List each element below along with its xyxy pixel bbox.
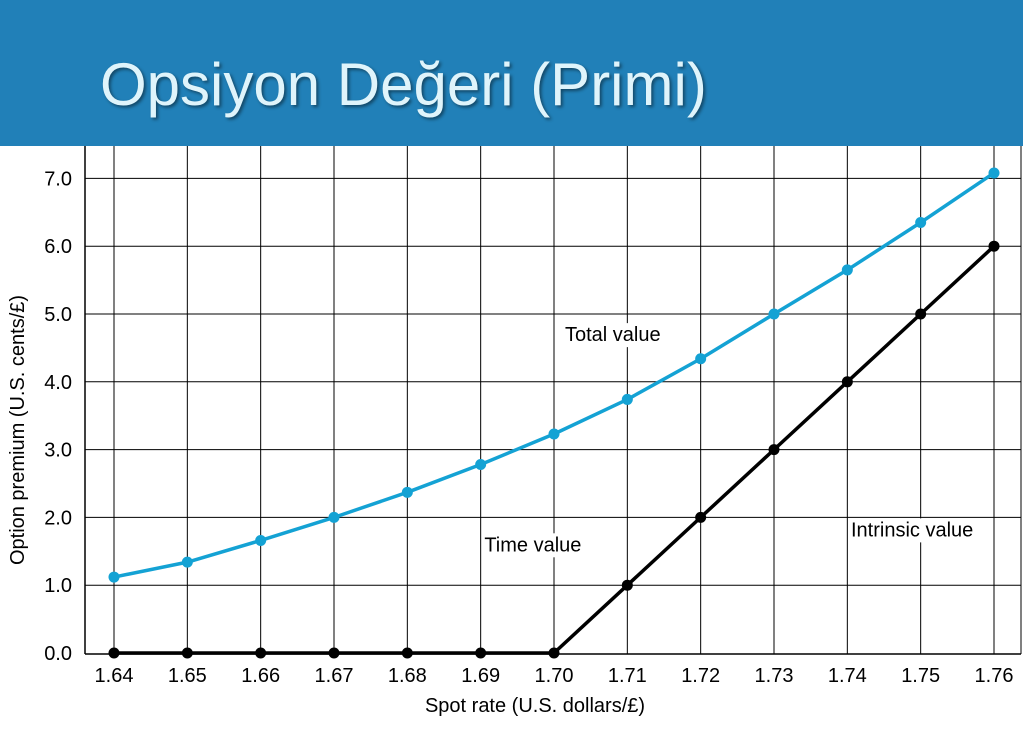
series-1-point xyxy=(548,647,560,659)
x-tick-label: 1.65 xyxy=(168,665,207,687)
annotation: Time value xyxy=(482,533,584,558)
annotation-label: Total value xyxy=(565,324,661,346)
series-0-point xyxy=(401,486,413,498)
y-tick-label: 3.0 xyxy=(44,440,72,462)
series-1-point xyxy=(401,647,413,659)
series-0-point xyxy=(548,428,560,440)
x-tick-label: 1.71 xyxy=(608,665,647,687)
series-0-point xyxy=(255,534,267,546)
y-tick-label: 5.0 xyxy=(44,304,72,326)
y-tick-label: 2.0 xyxy=(44,507,72,529)
y-tick-label: 4.0 xyxy=(44,372,72,394)
grid xyxy=(85,146,1021,654)
series-0-point xyxy=(181,556,193,568)
y-tick-label: 0.0 xyxy=(44,643,72,665)
series-1-point xyxy=(695,511,707,523)
series-0-point xyxy=(695,353,707,365)
annotation-label: Intrinsic value xyxy=(851,519,973,541)
series-0-point xyxy=(475,459,487,471)
x-tick-label: 1.72 xyxy=(681,665,720,687)
y-tick-label: 1.0 xyxy=(44,575,72,597)
y-tick-label: 7.0 xyxy=(44,168,72,190)
slide-title: Opsiyon Değeri (Primi) xyxy=(100,51,707,118)
x-tick-label: 1.73 xyxy=(755,665,794,687)
series-0-point xyxy=(988,167,1000,179)
series-1-point xyxy=(621,579,633,591)
x-tick-label: 1.70 xyxy=(535,665,574,687)
series-0-point xyxy=(621,393,633,405)
x-tick-label: 1.64 xyxy=(95,665,134,687)
series-1-point xyxy=(328,647,340,659)
x-tick-label: 1.76 xyxy=(975,665,1014,687)
series-0-point xyxy=(768,308,780,320)
series-1-point xyxy=(841,376,853,388)
x-tick-label: 1.69 xyxy=(461,665,500,687)
annotation: Total value xyxy=(563,323,663,348)
series-1-point xyxy=(108,647,120,659)
series-1-point xyxy=(988,240,1000,252)
annotations: Total value Time value Intrinsic value xyxy=(482,323,976,558)
series-0-point xyxy=(328,511,340,523)
x-tick-label: 1.67 xyxy=(315,665,354,687)
series-1-point xyxy=(475,647,487,659)
series-0-point xyxy=(841,264,853,276)
annotation-background xyxy=(849,518,976,543)
x-tick-label: 1.66 xyxy=(241,665,280,687)
series-1-point xyxy=(255,647,267,659)
series-1-point xyxy=(181,647,193,659)
x-tick-label: 1.68 xyxy=(388,665,427,687)
x-tick-label: 1.75 xyxy=(901,665,940,687)
series xyxy=(108,167,1000,659)
x-axis-label: Spot rate (U.S. dollars/£) xyxy=(425,695,645,717)
y-tick-label: 6.0 xyxy=(44,236,72,258)
annotation-background xyxy=(563,323,663,348)
series-0-point xyxy=(915,216,927,228)
annotation-background xyxy=(482,533,584,558)
y-axis-label: Option premium (U.S. cents/£) xyxy=(7,295,29,565)
series-1-point xyxy=(915,308,927,320)
axes: 1.64 1.65 1.66 1.67 1.68 1.69 1.70 1.71 1.72 1.73… xyxy=(44,146,1022,687)
title-bar xyxy=(0,0,1023,146)
x-tick-label: 1.74 xyxy=(828,665,867,687)
annotation: Intrinsic value xyxy=(849,518,976,543)
annotation-label: Time value xyxy=(484,534,581,556)
series-0-point xyxy=(108,571,120,583)
series-1-point xyxy=(768,444,780,456)
